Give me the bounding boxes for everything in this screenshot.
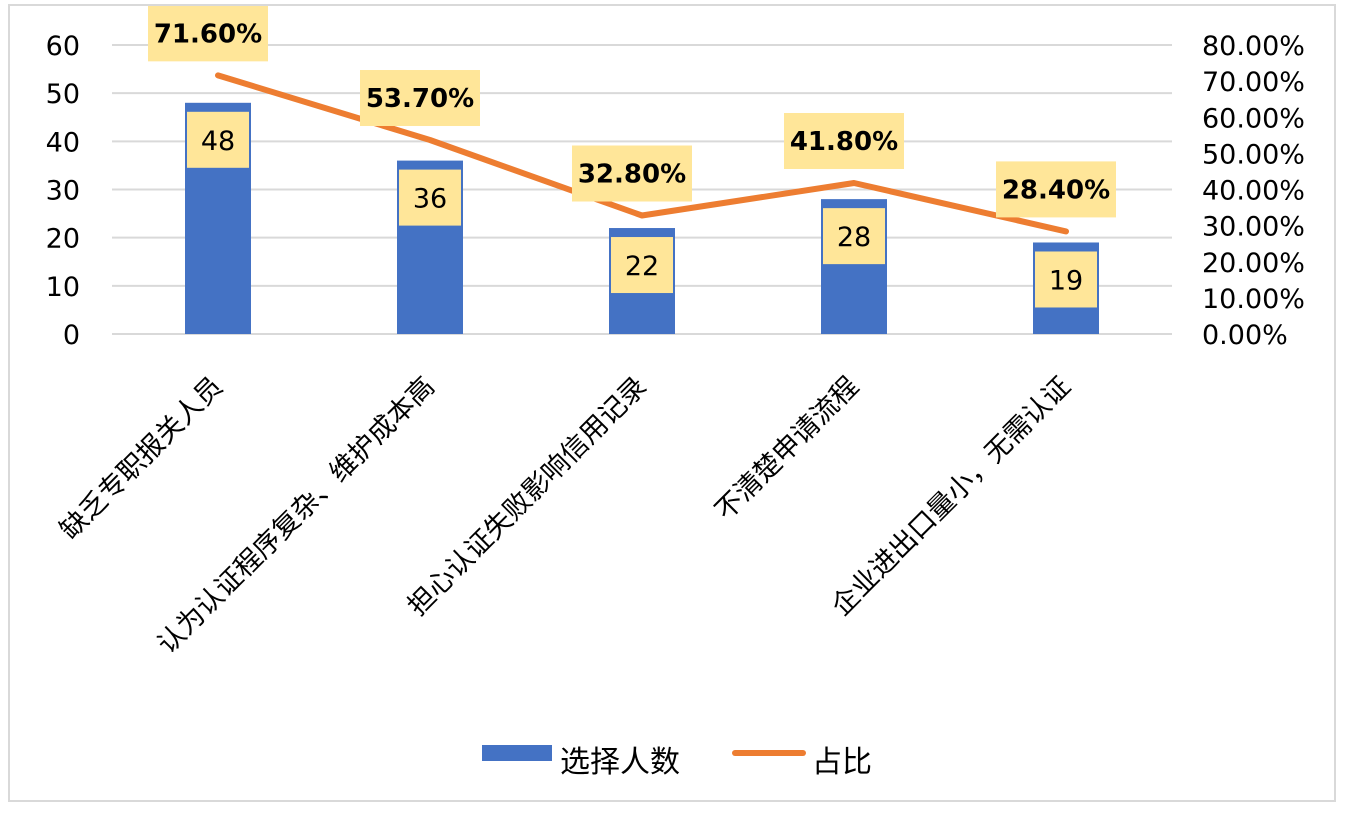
line-data-label-box (996, 161, 1116, 218)
right-tick-label: 10.00% (1202, 284, 1305, 315)
line-data-label: 28.40% (996, 161, 1116, 218)
category-label: 担心认证失败影响信用记录 (402, 371, 653, 622)
legend-item-bar: 选择人数 (482, 745, 680, 780)
right-tick-label: 50.00% (1202, 139, 1305, 170)
left-tick-label: 30 (46, 176, 80, 207)
bar-data-label-box (1035, 251, 1097, 308)
line-data-label: 71.60% (148, 5, 268, 62)
right-tick-label: 60.00% (1202, 103, 1305, 134)
line-data-label-text: 28.40% (1002, 175, 1110, 205)
line-data-label-box (784, 112, 904, 169)
line-data-label-text: 41.80% (790, 127, 898, 157)
legend-line-label: 占比 (812, 745, 872, 780)
left-tick-label: 10 (46, 272, 80, 303)
line-data-label-text: 53.70% (366, 84, 474, 114)
line-path (215, 72, 1069, 235)
left-tick-label: 0 (63, 320, 80, 351)
right-axis: 0.00% 10.00% 20.00% 30.00% 40.00% 50.00% 60.00… (1202, 31, 1305, 351)
bar-data-label-text: 48 (201, 126, 235, 157)
legend: 选择人数 占比 (482, 745, 872, 780)
bar-data-label: 48 (187, 111, 249, 168)
bar-data-label-box (399, 169, 461, 226)
bar-data-label: 36 (399, 169, 461, 226)
chart-frame: 0 10 20 30 40 50 60 0.00% 10.00% 20.00% 30.00% 40.… (8, 4, 1336, 802)
category-label: 缺乏专职报关人员 (54, 371, 229, 546)
line-data-label-text: 71.60% (154, 19, 262, 49)
line-data-label-text: 32.80% (578, 160, 686, 190)
data-labels: 48 36 22 28 19 71.60% 53.70% 32.80% 41.80% 28.40% (148, 5, 1116, 308)
left-tick-label: 20 (46, 224, 80, 255)
line-data-label: 53.70% (360, 70, 480, 127)
bar-data-label-box (611, 237, 673, 294)
right-tick-label: 70.00% (1202, 67, 1305, 98)
bar-data-label-text: 36 (413, 184, 447, 215)
bar-data-label-text: 19 (1049, 265, 1083, 296)
right-tick-label: 30.00% (1202, 212, 1305, 243)
bar-data-label-box (187, 111, 249, 168)
bar-data-label: 22 (611, 237, 673, 294)
line-data-label-box (360, 70, 480, 127)
category-label: 企业进出口量小，无需认证 (826, 371, 1077, 622)
left-tick-label: 60 (46, 31, 80, 62)
line-data-label-box (572, 145, 692, 202)
line-data-label: 41.80% (784, 112, 904, 169)
right-tick-label: 0.00% (1202, 320, 1288, 351)
legend-bar-swatch (482, 745, 552, 761)
left-tick-label: 40 (46, 127, 80, 158)
line-data-label: 32.80% (572, 145, 692, 202)
bar-data-label: 28 (823, 208, 885, 265)
bar-data-label-box (823, 208, 885, 265)
bar-data-label: 19 (1035, 251, 1097, 308)
right-tick-label: 20.00% (1202, 248, 1305, 279)
right-tick-label: 40.00% (1202, 176, 1305, 207)
line-series (215, 72, 1069, 235)
left-tick-label: 50 (46, 79, 80, 110)
line-data-label-box (148, 5, 268, 62)
left-axis: 0 10 20 30 40 50 60 (46, 31, 80, 351)
legend-item-line: 占比 (732, 745, 872, 780)
category-label: 不清楚申请流程 (709, 371, 865, 527)
bar-data-label-text: 28 (837, 222, 871, 253)
legend-bar-label: 选择人数 (560, 745, 680, 780)
combo-chart: 0 10 20 30 40 50 60 0.00% 10.00% 20.00% 30.00% 40.… (46, 5, 1305, 780)
right-tick-label: 80.00% (1202, 31, 1305, 62)
bar-data-label-text: 22 (625, 251, 659, 282)
